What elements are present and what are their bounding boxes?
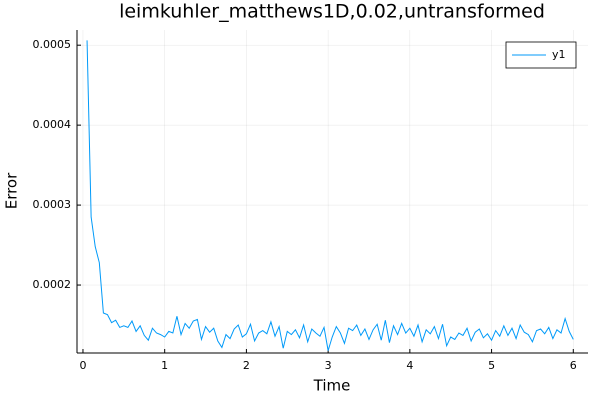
y-axis-label: Error: [3, 172, 21, 209]
y-tick-label: 0.0004: [33, 118, 72, 131]
x-tick-label: 4: [406, 359, 413, 372]
x-tick-label: 6: [570, 359, 577, 372]
y-tick-label: 0.0003: [33, 198, 72, 211]
line: [86, 40, 574, 351]
x-tick-label: 5: [488, 359, 495, 372]
y-tick-label: 0.0002: [33, 278, 72, 291]
y-tick-label: 0.0005: [33, 38, 72, 51]
x-axis-label: Time: [313, 377, 351, 395]
legend-label: y1: [552, 48, 566, 61]
x-tick-label: 3: [325, 359, 332, 372]
chart-title: leimkuhler_matthews1D,0.02,untransformed: [119, 1, 545, 23]
x-tick-label: 0: [79, 359, 86, 372]
x-tick-label: 1: [161, 359, 168, 372]
x-tick-label: 2: [243, 359, 250, 372]
